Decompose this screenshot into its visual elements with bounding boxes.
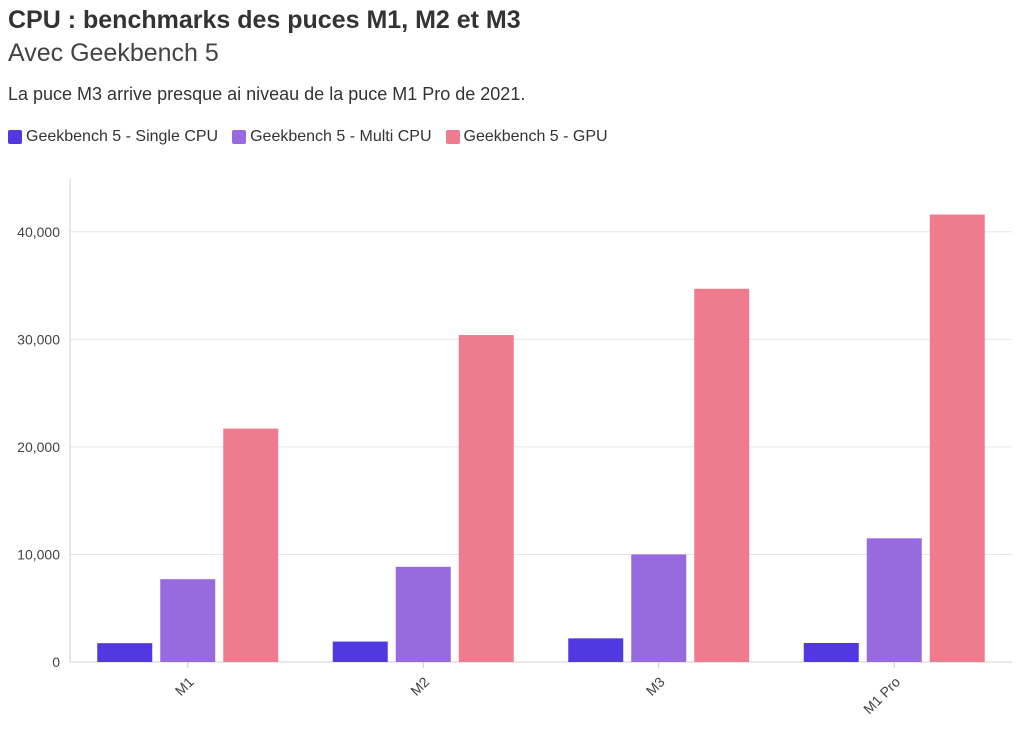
- y-tick-label: 40,000: [17, 224, 60, 240]
- bar-geekbench-5-gpu[interactable]: [929, 214, 985, 662]
- x-tick-label: M3: [643, 674, 668, 699]
- x-tick-label: M1 Pro: [860, 674, 903, 717]
- bar-geekbench-5-single-cpu[interactable]: [803, 642, 859, 662]
- legend-label: Geekbench 5 - Single CPU: [26, 128, 219, 145]
- bar-geekbench-5-multi-cpu[interactable]: [395, 566, 451, 662]
- legend-label: Geekbench 5 - Multi CPU: [250, 128, 432, 145]
- bar-geekbench-5-single-cpu[interactable]: [97, 643, 153, 662]
- chart-header: CPU : benchmarks des puces M1, M2 et M3 …: [8, 4, 1016, 106]
- x-tick-label: M1: [172, 674, 197, 699]
- chart-legend: Geekbench 5 - Single CPU Geekbench 5 - Mu…: [8, 128, 622, 146]
- chart-subtitle: Avec Geekbench 5: [8, 39, 219, 67]
- x-tick-label: M2: [407, 674, 432, 699]
- y-tick-label: 20,000: [17, 439, 60, 455]
- bar-geekbench-5-multi-cpu[interactable]: [160, 579, 216, 662]
- y-tick-label: 0: [52, 654, 60, 670]
- bar-geekbench-5-gpu[interactable]: [694, 288, 750, 662]
- legend-item[interactable]: Geekbench 5 - GPU: [445, 128, 608, 146]
- bar-geekbench-5-multi-cpu[interactable]: [866, 538, 922, 662]
- legend-label: Geekbench 5 - GPU: [463, 128, 608, 145]
- bar-geekbench-5-single-cpu[interactable]: [332, 641, 388, 662]
- legend-swatch: [8, 130, 22, 144]
- bar-geekbench-5-gpu[interactable]: [458, 335, 514, 662]
- legend-item[interactable]: Geekbench 5 - Multi CPU: [232, 128, 432, 146]
- y-tick-label: 10,000: [17, 546, 60, 562]
- chart-description: La puce M3 arrive presque ai niveau de l…: [8, 84, 526, 104]
- legend-swatch: [232, 130, 247, 144]
- bar-geekbench-5-multi-cpu[interactable]: [631, 554, 687, 662]
- y-tick-label: 30,000: [17, 331, 60, 347]
- bar-chart: 0 10,000 20,000 30,000 40,000 M1 M2 M3 M1 Pro: [17, 178, 1012, 717]
- legend-swatch: [445, 130, 460, 144]
- bar-geekbench-5-single-cpu[interactable]: [568, 638, 624, 662]
- chart-title: CPU : benchmarks des puces M1, M2 et M3: [8, 6, 521, 34]
- legend-item[interactable]: Geekbench 5 - Single CPU: [8, 128, 218, 146]
- bar-geekbench-5-gpu[interactable]: [223, 428, 279, 662]
